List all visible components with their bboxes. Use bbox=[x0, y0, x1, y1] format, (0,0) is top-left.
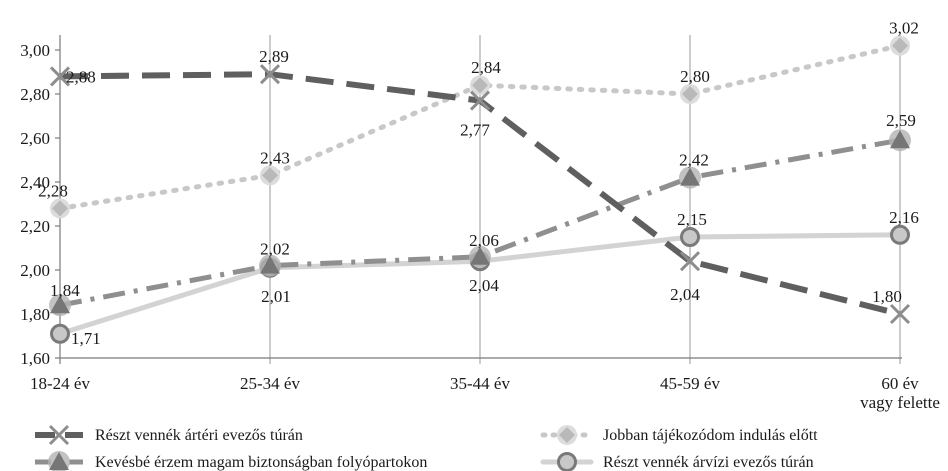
marker-x-stroke bbox=[889, 303, 911, 325]
data-label-2-1: 2,02 bbox=[260, 240, 290, 259]
y-tick-label: 2,00 bbox=[20, 261, 50, 280]
legend-item-2: Kevésbé érzem magam biztonságban folyópa… bbox=[35, 451, 427, 471]
data-point-2-2 bbox=[469, 245, 491, 268]
data-point-1-4 bbox=[890, 35, 910, 56]
data-point-1-1 bbox=[260, 165, 280, 186]
data-label-2-3: 2,42 bbox=[679, 151, 709, 170]
x-tick-label: 60 év bbox=[881, 374, 919, 393]
data-label-1-4: 3,02 bbox=[889, 19, 919, 38]
data-label-0-0: 2,88 bbox=[66, 67, 96, 86]
x-tick-label: 45-59 év bbox=[660, 374, 720, 393]
marker-diamond-shape bbox=[559, 427, 575, 443]
y-tick-label: 1,60 bbox=[20, 349, 50, 368]
marker-triangle-shape bbox=[680, 167, 700, 186]
marker-triangle-shape bbox=[260, 255, 280, 274]
data-point-0-4 bbox=[889, 303, 911, 325]
marker-triangle-shape bbox=[470, 246, 490, 265]
data-label-1-3: 2,80 bbox=[680, 67, 710, 86]
data-label-3-4: 2,16 bbox=[889, 208, 919, 227]
data-point-1-2 bbox=[470, 75, 490, 96]
data-label-0-2: 2,77 bbox=[460, 121, 490, 140]
data-point-2-1 bbox=[259, 254, 281, 277]
marker-x-stroke bbox=[679, 251, 701, 272]
data-point-0-1 bbox=[259, 64, 281, 85]
legend-swatch-marker bbox=[48, 424, 70, 446]
legend-label: Jobban tájékozódom indulás előtt bbox=[603, 427, 818, 444]
y-tick-label: 2,20 bbox=[20, 217, 50, 236]
data-point-2-4 bbox=[889, 129, 911, 152]
data-point-1-3 bbox=[680, 84, 700, 104]
data-label-3-1: 2,01 bbox=[261, 287, 291, 306]
data-point-0-0 bbox=[49, 66, 71, 87]
marker-triangle-shape bbox=[890, 130, 910, 149]
marker-diamond-shape bbox=[52, 200, 68, 217]
data-labels: 2,88 2,89 2,77 2,04 1,80 2,28 2,43 2,84 2,80 3,02… bbox=[38, 19, 919, 348]
marker-x-stroke bbox=[259, 64, 281, 85]
marker-x-stroke bbox=[469, 90, 491, 111]
data-label-1-0: 2,28 bbox=[38, 181, 68, 200]
legend: Részt vennék ártéri evezős túrán Jobban t… bbox=[35, 424, 818, 471]
marker-triangle-shape bbox=[50, 295, 70, 314]
data-label-2-4: 2,59 bbox=[886, 111, 916, 130]
data-point-0-2 bbox=[469, 90, 491, 111]
data-label-3-2: 2,04 bbox=[469, 276, 499, 295]
data-point-3-0 bbox=[50, 323, 70, 344]
axes: 1,60 1,80 2,00 2,20 2,40 2,60 2,80 3,00 18-24 év… bbox=[20, 35, 940, 412]
x-tick-label: vagy felette bbox=[860, 393, 940, 412]
x-tick-label: 25-34 év bbox=[240, 374, 300, 393]
y-tick-label: 1,80 bbox=[20, 305, 50, 324]
legend-item-1: Jobban tájékozódom indulás előtt bbox=[540, 425, 818, 445]
data-label-3-3: 2,15 bbox=[677, 210, 707, 229]
series-markers bbox=[49, 35, 911, 344]
series-line-2 bbox=[59, 137, 901, 308]
data-point-3-4 bbox=[890, 224, 910, 245]
data-label-0-3: 2,04 bbox=[670, 285, 700, 304]
marker-diamond-shape bbox=[892, 37, 908, 54]
x-tick-label: 35-44 év bbox=[450, 374, 510, 393]
data-label-0-1: 2,89 bbox=[259, 47, 289, 66]
data-point-1-0 bbox=[50, 198, 70, 219]
data-label-1-2: 2,84 bbox=[471, 58, 501, 77]
y-tick-label: 3,00 bbox=[20, 41, 50, 60]
legend-label: Kevésbé érzem magam biztonságban folyópa… bbox=[95, 454, 427, 471]
marker-diamond-shape bbox=[472, 77, 488, 94]
legend-swatch-marker bbox=[48, 451, 70, 471]
data-point-0-3 bbox=[679, 251, 701, 272]
data-point-2-0 bbox=[49, 294, 71, 317]
data-label-1-1: 2,43 bbox=[260, 148, 290, 167]
marker-triangle-shape bbox=[49, 452, 69, 470]
data-point-3-3 bbox=[680, 227, 700, 247]
x-tick-label: 18-24 év bbox=[30, 374, 90, 393]
y-tick-label: 2,80 bbox=[20, 85, 50, 104]
marker-diamond-shape bbox=[682, 86, 698, 102]
marker-x-stroke bbox=[49, 66, 71, 87]
data-point-2-3 bbox=[679, 166, 701, 189]
marker-x-stroke bbox=[48, 424, 70, 446]
legend-label: Részt vennék ártéri evezős túrán bbox=[95, 427, 303, 444]
data-label-3-0: 1,71 bbox=[71, 329, 101, 348]
legend-label: Részt vennék árvízi evezős túrán bbox=[603, 454, 814, 471]
data-label-2-2: 2,06 bbox=[469, 231, 499, 250]
data-label-2-0: 1,84 bbox=[50, 281, 80, 300]
data-label-0-4: 1,80 bbox=[872, 287, 902, 306]
legend-swatch-marker bbox=[557, 425, 577, 445]
y-tick-label: 2,60 bbox=[20, 129, 50, 148]
y-tick-label: 2,40 bbox=[20, 173, 50, 192]
legend-item-0: Részt vennék ártéri evezős túrán bbox=[35, 424, 303, 446]
legend-swatch-marker bbox=[557, 452, 577, 471]
legend-item-3: Részt vennék árvízi evezős túrán bbox=[540, 452, 814, 471]
marker-diamond-shape bbox=[262, 167, 278, 184]
